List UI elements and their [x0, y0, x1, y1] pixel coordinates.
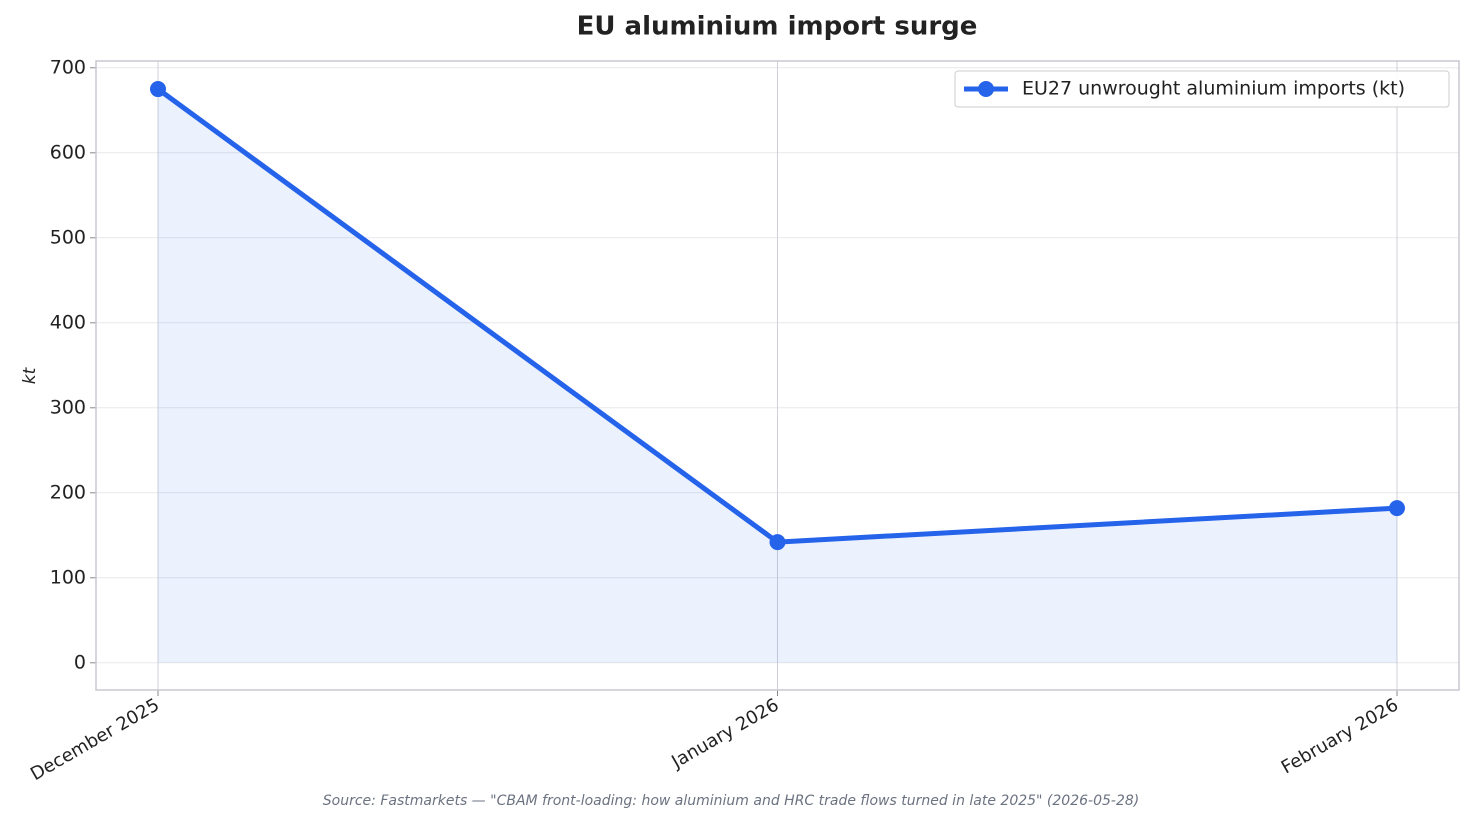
- legend: EU27 unwrought aluminium imports (kt): [954, 70, 1450, 108]
- y-tick-label: 500: [50, 226, 86, 248]
- y-tick-label: 0: [74, 651, 86, 673]
- chart-title: EU aluminium import surge: [577, 12, 978, 42]
- y-axis-label: kt: [20, 366, 40, 384]
- legend-marker: [978, 81, 994, 97]
- area-fill: [158, 89, 1397, 663]
- y-tick-label: 200: [50, 481, 86, 503]
- legend-label: EU27 unwrought aluminium imports (kt): [1022, 78, 1405, 100]
- y-tick-label: 700: [50, 56, 86, 78]
- legend-box: [954, 70, 1450, 108]
- y-tick-label: 100: [50, 566, 86, 588]
- source-note: Source: Fastmarkets — "CBAM front-loadin…: [323, 793, 1139, 809]
- x-tick-label: December 2025: [27, 694, 163, 785]
- data-point: [150, 81, 166, 98]
- x-tick-label: February 2026: [1278, 694, 1402, 778]
- y-tick-label: 400: [50, 311, 86, 333]
- y-tick-label: 600: [50, 141, 86, 163]
- x-tick-label: January 2026: [667, 694, 782, 773]
- data-point: [769, 534, 786, 551]
- y-tick-label: 300: [50, 396, 86, 418]
- plot-frame: [95, 60, 1460, 691]
- data-point: [1389, 500, 1405, 517]
